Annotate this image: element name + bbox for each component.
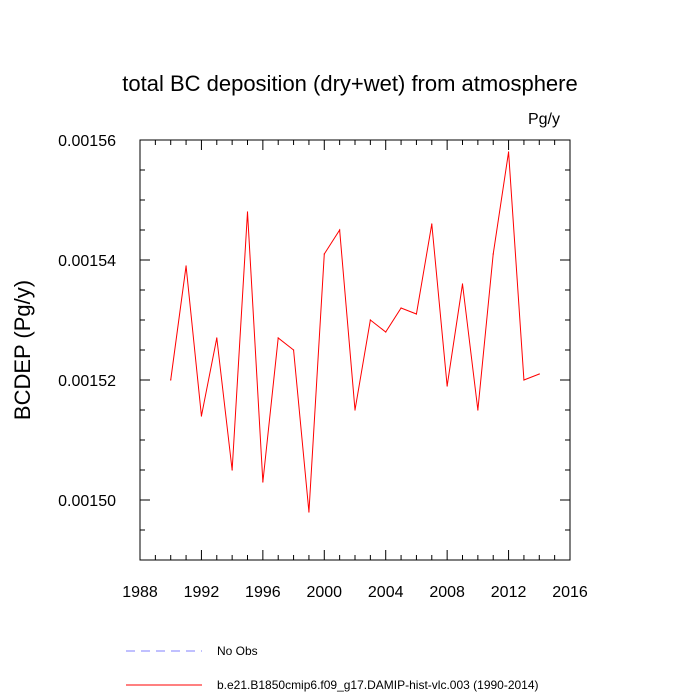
data-point [323,253,325,255]
x-tick-label: 2008 [429,584,465,601]
data-point [415,313,418,315]
data-point [185,265,187,267]
x-tick-label: 2016 [552,584,588,601]
data-point [461,283,464,285]
data-point [246,211,249,213]
data-point [385,331,387,333]
series-line [170,151,540,513]
data-point [507,151,510,153]
data-point [354,409,356,411]
legend-label: No Obs [217,644,258,658]
data-point [200,415,203,417]
data-point [446,385,448,387]
legend-label: b.e21.B1850cmip6.f09_g17.DAMIP-hist-vlc.… [217,678,539,692]
x-tick-label: 2000 [306,584,342,601]
data-point [308,511,310,513]
data-point [369,319,371,321]
y-tick-labels: 0.00150 0.00152 0.00154 0.00156 [58,133,116,510]
data-point [216,337,218,339]
chart-title: total BC deposition (dry+wet) from atmos… [122,71,577,96]
y-tick-label: 0.00156 [58,133,116,150]
data-point [538,373,540,375]
x-tick-label: 2012 [491,584,527,601]
y-tick-label: 0.00154 [58,253,116,270]
data-point [477,409,479,411]
x-tick-label: 1996 [245,584,281,601]
x-tick-label: 1992 [184,584,220,601]
data-point [492,253,494,255]
data-point [339,229,341,231]
plot-frame [139,139,571,561]
data-point [262,481,264,483]
x-tick-label: 1988 [122,584,158,601]
data-point [231,469,233,471]
y-axis-label: BCDEP (Pg/y) [10,280,35,420]
data-point [292,349,295,351]
data-point [400,307,402,309]
data-point [277,337,279,339]
data-point [170,379,172,381]
y-tick-label: 0.00152 [58,373,116,390]
data-series [170,151,540,513]
x-tick-labels: 1988 1992 1996 2000 2004 2008 2012 2016 [122,584,588,601]
legend: No Obs b.e21.B1850cmip6.f09_g17.DAMIP-his… [126,644,539,692]
units-label: Pg/y [528,111,560,128]
data-point [523,379,525,381]
y-tick-label: 0.00150 [58,493,116,510]
data-point [431,223,433,225]
axis-ticks [139,139,571,561]
x-tick-label: 2004 [368,584,404,601]
